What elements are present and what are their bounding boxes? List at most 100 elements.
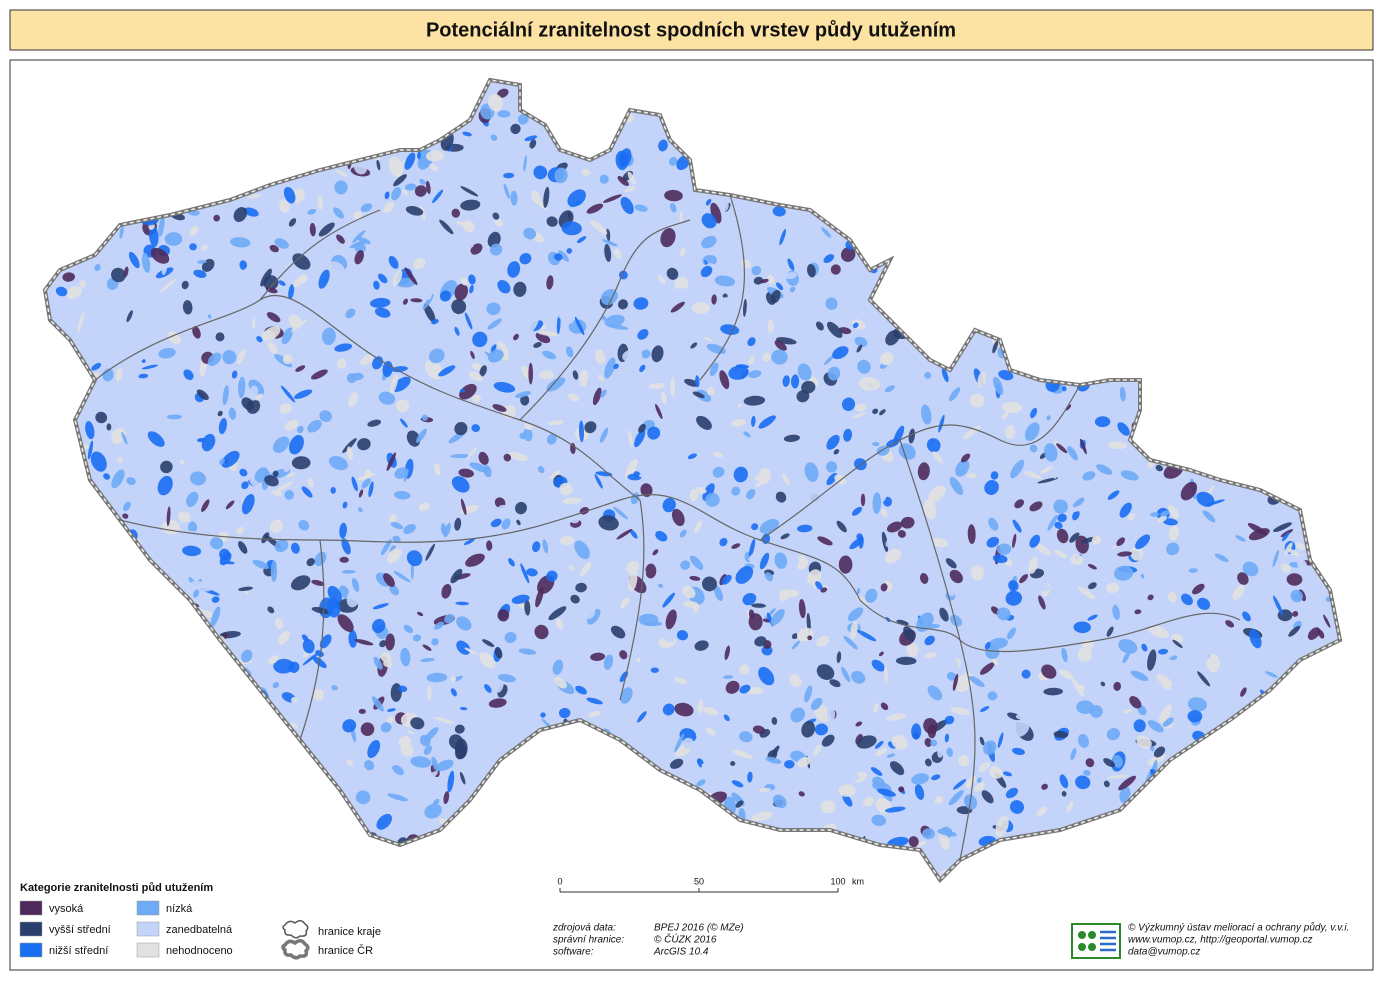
soil-patch	[1038, 595, 1046, 610]
soil-patch	[638, 423, 646, 433]
soil-patch	[498, 674, 516, 683]
soil-patch	[451, 476, 470, 493]
soil-patch	[488, 698, 507, 708]
soil-patch	[736, 364, 749, 369]
soil-patch	[55, 286, 68, 297]
soil-patch	[1122, 709, 1133, 714]
soil-patch	[321, 327, 336, 346]
soil-patch	[740, 624, 752, 632]
soil-patch	[575, 685, 587, 695]
soil-patch	[201, 433, 216, 452]
soil-patch	[374, 307, 391, 318]
soil-patch	[111, 267, 126, 283]
soil-patch	[1112, 604, 1120, 620]
soil-patch	[679, 210, 684, 223]
soil-patch	[926, 438, 941, 453]
soil-patch	[87, 440, 94, 460]
soil-patch	[689, 489, 699, 502]
soil-patch	[674, 733, 685, 753]
soil-patch	[587, 609, 601, 625]
soil-patch	[528, 314, 540, 333]
soil-patch	[790, 707, 805, 723]
soil-patch	[990, 471, 999, 480]
soil-patch	[1061, 791, 1067, 797]
soil-patch	[797, 363, 812, 381]
soil-patch	[346, 759, 354, 766]
soil-patch	[511, 594, 530, 604]
soil-patch	[823, 254, 835, 264]
soil-patch	[334, 343, 353, 352]
soil-patch	[1036, 806, 1048, 817]
soil-patch	[256, 336, 263, 343]
soil-patch	[620, 687, 633, 704]
credit-line: © Výzkumný ústav meliorací a ochrany půd…	[1128, 922, 1349, 934]
soil-patch	[335, 696, 348, 701]
soil-patch	[850, 620, 858, 640]
soil-patch	[138, 373, 149, 379]
soil-patch	[986, 536, 1000, 548]
soil-patch	[694, 520, 702, 534]
soil-patch	[634, 204, 648, 212]
soil-patch	[141, 364, 159, 370]
soil-patch	[774, 340, 787, 351]
soil-patch	[816, 635, 830, 647]
soil-patch	[604, 314, 625, 328]
soil-patch	[482, 639, 495, 648]
soil-patch	[450, 568, 463, 584]
soil-patch	[354, 639, 374, 646]
soil-patch	[629, 529, 638, 539]
soil-patch	[523, 227, 537, 240]
soil-patch	[674, 277, 689, 291]
soil-patch	[851, 506, 863, 516]
soil-patch	[519, 253, 532, 265]
soil-patch	[1280, 563, 1291, 574]
soil-patch	[789, 674, 802, 688]
source-key: software:	[553, 947, 594, 958]
soil-patch	[980, 706, 990, 712]
soil-patch	[504, 719, 518, 733]
soil-patch	[880, 702, 889, 711]
soil-patch	[622, 349, 643, 363]
soil-patch	[328, 456, 348, 471]
soil-patch	[443, 791, 450, 805]
soil-patch	[349, 240, 367, 249]
soil-patch	[927, 485, 946, 503]
soil-patch	[998, 370, 1014, 381]
soil-patch	[116, 456, 123, 463]
soil-patch	[885, 537, 896, 548]
soil-patch	[719, 370, 730, 390]
soil-patch	[400, 647, 411, 667]
soil-patch	[454, 517, 462, 531]
soil-patch	[182, 266, 190, 284]
soil-patch	[462, 131, 472, 137]
soil-patch	[391, 187, 402, 201]
soil-patch	[872, 408, 879, 415]
soil-patch	[617, 299, 629, 310]
soil-patch	[930, 739, 938, 747]
soil-patch	[326, 714, 340, 729]
soil-patch	[695, 486, 707, 494]
soil-patch	[418, 502, 430, 512]
soil-patch	[741, 370, 748, 380]
soil-patch	[1061, 647, 1068, 663]
soil-patch	[978, 762, 990, 772]
soil-patch	[858, 536, 864, 549]
soil-patch	[1012, 721, 1030, 738]
soil-patch	[1007, 627, 1016, 640]
soil-patch	[1196, 491, 1215, 507]
soil-patch	[917, 462, 930, 481]
soil-patch	[926, 623, 940, 629]
soil-patch	[339, 585, 350, 599]
soil-patch	[815, 321, 824, 331]
soil-patch	[737, 403, 742, 408]
soil-patch	[404, 267, 418, 286]
soil-patch	[713, 585, 724, 601]
soil-patch	[949, 477, 964, 495]
soil-patch	[946, 672, 957, 681]
soil-patch	[960, 453, 971, 463]
soil-patch	[804, 462, 819, 482]
soil-patch	[336, 234, 345, 244]
soil-patch	[456, 616, 472, 631]
soil-patch	[770, 289, 781, 304]
soil-patch	[503, 172, 515, 179]
